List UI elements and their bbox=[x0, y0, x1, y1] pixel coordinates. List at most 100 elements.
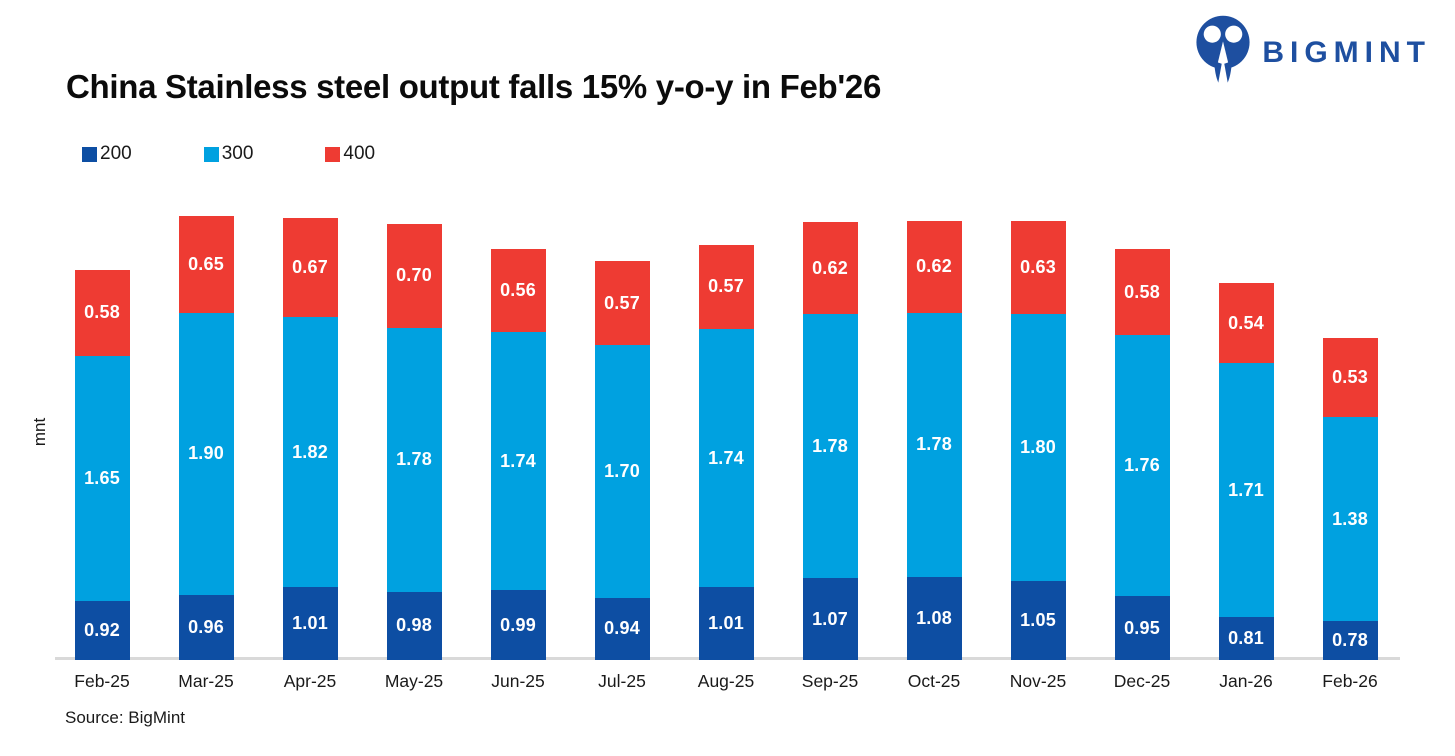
bar-segment-300-Jan-26: 1.71 bbox=[1218, 363, 1274, 617]
bar-slot-May-25: 0.98 1.78 0.70 bbox=[362, 223, 466, 660]
bar-value-label: 0.94 bbox=[604, 618, 640, 639]
bar-slot-Nov-25: 1.05 1.80 0.63 bbox=[986, 220, 1090, 660]
bar-segment-200-Apr-25: 1.01 bbox=[282, 587, 338, 660]
bar-value-label: 0.95 bbox=[1124, 617, 1160, 638]
bar-value-label: 0.53 bbox=[1332, 366, 1368, 387]
bar-segment-400-Nov-25: 0.63 bbox=[1010, 220, 1066, 315]
bar-value-label: 1.74 bbox=[708, 447, 744, 468]
stacked-bar-Dec-25: 0.95 1.76 0.58 bbox=[1114, 249, 1170, 660]
stacked-bar-Apr-25: 1.01 1.82 0.67 bbox=[282, 217, 338, 660]
y-axis-label: mnt bbox=[30, 417, 49, 447]
stacked-bar-Aug-25: 1.01 1.74 0.57 bbox=[698, 244, 754, 660]
x-tick-label-Dec-25: Dec-25 bbox=[1113, 671, 1171, 691]
bar-value-label: 1.70 bbox=[604, 461, 640, 482]
bar-segment-300-Oct-25: 1.78 bbox=[906, 312, 962, 577]
bar-segment-400-Apr-25: 0.67 bbox=[282, 217, 338, 318]
x-tick-label-Sep-25: Sep-25 bbox=[801, 671, 859, 691]
bar-value-label: 1.78 bbox=[916, 434, 952, 455]
bar-segment-400-Jun-25: 0.56 bbox=[490, 249, 546, 333]
bar-slot-Feb-25: 0.92 1.65 0.58 bbox=[50, 269, 154, 660]
bar-segment-200-Sep-25: 1.07 bbox=[802, 578, 858, 660]
legend-swatch-400 bbox=[325, 146, 341, 162]
x-tick-label-Mar-25: Mar-25 bbox=[178, 671, 234, 691]
stacked-bar-Jul-25: 0.94 1.70 0.57 bbox=[594, 260, 650, 660]
legend-label: 400 bbox=[343, 143, 376, 164]
bar-value-label: 1.65 bbox=[84, 467, 120, 488]
bar-segment-200-Feb-25: 0.92 bbox=[74, 600, 130, 660]
bar-value-label: 1.82 bbox=[292, 441, 328, 462]
bar-value-label: 1.90 bbox=[188, 443, 224, 464]
bar-value-label: 0.70 bbox=[396, 265, 432, 286]
bar-value-label: 0.67 bbox=[292, 257, 328, 278]
bar-segment-400-Jan-26: 0.54 bbox=[1218, 283, 1274, 364]
bar-segment-400-May-25: 0.70 bbox=[386, 223, 442, 328]
bar-slot-Aug-25: 1.01 1.74 0.57 bbox=[674, 244, 778, 660]
bar-segment-200-Nov-25: 1.05 bbox=[1010, 581, 1066, 660]
bar-value-label: 0.54 bbox=[1228, 312, 1264, 333]
bar-value-label: 0.63 bbox=[1020, 257, 1056, 278]
bars-container: 0.92 1.65 0.58 0.96 1.90 0.65 1.01 1.82 0.67 0.98… bbox=[50, 203, 1406, 660]
stacked-bar-Feb-25: 0.92 1.65 0.58 bbox=[74, 269, 130, 660]
bar-segment-300-Feb-25: 1.65 bbox=[74, 355, 130, 601]
x-tick-label-Feb-26: Feb-26 bbox=[1322, 671, 1378, 691]
bar-value-label: 0.62 bbox=[916, 256, 952, 277]
bar-slot-Mar-25: 0.96 1.90 0.65 bbox=[154, 216, 258, 660]
x-tick-label-Apr-25: Apr-25 bbox=[283, 671, 337, 691]
bar-segment-400-Oct-25: 0.62 bbox=[906, 220, 962, 313]
bar-value-label: 0.92 bbox=[84, 619, 120, 640]
bar-value-label: 1.80 bbox=[1020, 437, 1056, 458]
stacked-bar-Feb-26: 0.78 1.38 0.53 bbox=[1322, 338, 1378, 660]
bar-value-label: 1.71 bbox=[1228, 479, 1264, 500]
chart-legend: 200 300 400 bbox=[82, 143, 375, 165]
x-tick-label-Nov-25: Nov-25 bbox=[1009, 671, 1067, 691]
bar-segment-200-Jun-25: 0.99 bbox=[490, 590, 546, 660]
stacked-bar-Oct-25: 1.08 1.78 0.62 bbox=[906, 220, 962, 660]
bar-value-label: 0.98 bbox=[396, 615, 432, 636]
stacked-bar-May-25: 0.98 1.78 0.70 bbox=[386, 223, 442, 660]
bar-segment-400-Feb-25: 0.58 bbox=[74, 269, 130, 356]
bar-segment-400-Mar-25: 0.65 bbox=[178, 216, 234, 313]
bar-segment-300-Jun-25: 1.74 bbox=[490, 332, 546, 591]
bar-segment-200-Feb-26: 0.78 bbox=[1322, 621, 1378, 660]
bar-segment-300-Sep-25: 1.78 bbox=[802, 314, 858, 579]
stacked-bar-Mar-25: 0.96 1.90 0.65 bbox=[178, 216, 234, 660]
bar-slot-Oct-25: 1.08 1.78 0.62 bbox=[882, 220, 986, 660]
bar-segment-400-Feb-26: 0.53 bbox=[1322, 338, 1378, 417]
bar-segment-300-Feb-26: 1.38 bbox=[1322, 416, 1378, 622]
source-note: Source: BigMint bbox=[65, 708, 185, 727]
bar-segment-200-Aug-25: 1.01 bbox=[698, 587, 754, 660]
bar-value-label: 0.57 bbox=[604, 292, 640, 313]
bar-slot-Feb-26: 0.78 1.38 0.53 bbox=[1298, 338, 1402, 660]
bar-value-label: 0.62 bbox=[812, 257, 848, 278]
bar-segment-300-Nov-25: 1.80 bbox=[1010, 314, 1066, 582]
bar-value-label: 0.65 bbox=[188, 254, 224, 275]
bar-value-label: 1.76 bbox=[1124, 455, 1160, 476]
bar-value-label: 0.58 bbox=[1124, 281, 1160, 302]
bar-slot-Sep-25: 1.07 1.78 0.62 bbox=[778, 222, 882, 660]
bar-value-label: 0.57 bbox=[708, 276, 744, 297]
bar-segment-300-Dec-25: 1.76 bbox=[1114, 335, 1170, 597]
legend-item-300: 300 bbox=[203, 143, 253, 165]
bar-value-label: 1.08 bbox=[916, 607, 952, 628]
bar-value-label: 0.96 bbox=[188, 616, 224, 637]
legend-swatch-300 bbox=[203, 146, 219, 162]
bar-segment-200-Mar-25: 0.96 bbox=[178, 594, 234, 660]
bar-segment-400-Aug-25: 0.57 bbox=[698, 244, 754, 330]
bar-slot-Jan-26: 0.81 1.71 0.54 bbox=[1194, 283, 1298, 660]
bar-value-label: 0.56 bbox=[500, 280, 536, 301]
bar-slot-Jul-25: 0.94 1.70 0.57 bbox=[570, 260, 674, 660]
bar-value-label: 1.78 bbox=[812, 435, 848, 456]
chart-title: China Stainless steel output falls 15% y… bbox=[66, 68, 882, 105]
legend-label: 200 bbox=[100, 143, 132, 164]
x-tick-label-May-25: May-25 bbox=[384, 671, 444, 691]
legend-swatch-200 bbox=[82, 146, 97, 162]
bar-segment-200-Dec-25: 0.95 bbox=[1114, 596, 1170, 660]
bar-slot-Jun-25: 0.99 1.74 0.56 bbox=[466, 249, 570, 660]
bar-segment-200-Jan-26: 0.81 bbox=[1218, 616, 1274, 660]
bar-value-label: 1.01 bbox=[708, 613, 744, 634]
bar-slot-Dec-25: 0.95 1.76 0.58 bbox=[1090, 249, 1194, 660]
stacked-bar-Nov-25: 1.05 1.80 0.63 bbox=[1010, 220, 1066, 660]
bar-segment-200-Oct-25: 1.08 bbox=[906, 576, 962, 660]
x-tick-label-Feb-25: Feb-25 bbox=[74, 671, 130, 691]
stacked-bar-Sep-25: 1.07 1.78 0.62 bbox=[802, 222, 858, 660]
